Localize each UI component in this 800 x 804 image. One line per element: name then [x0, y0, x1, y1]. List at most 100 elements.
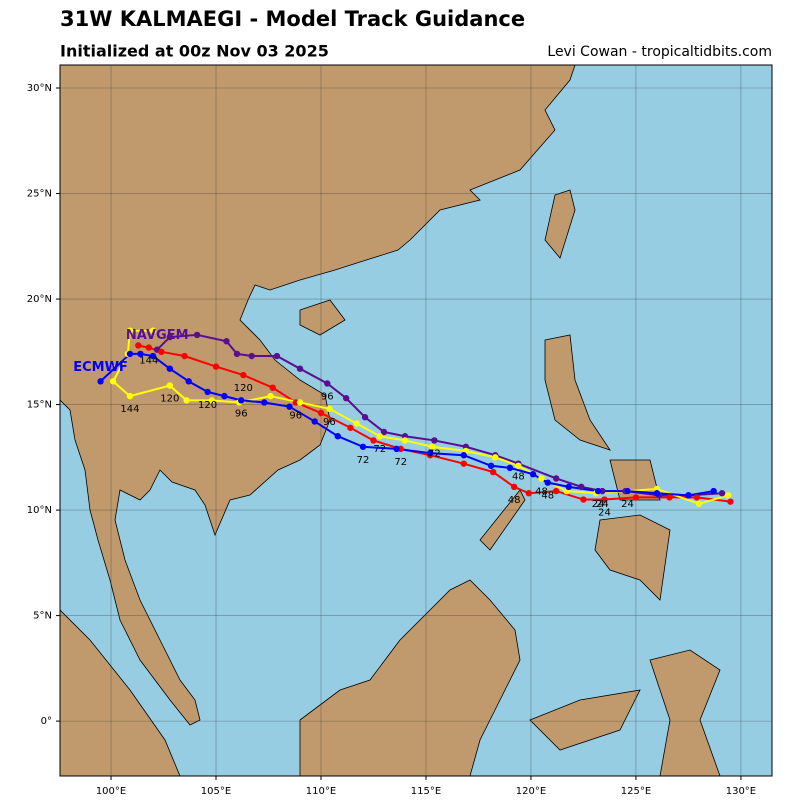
- track-point: [552, 475, 560, 482]
- track-point: [240, 371, 247, 379]
- hour-label: 48: [508, 495, 521, 506]
- track-point: [429, 443, 436, 450]
- track-point: [510, 483, 518, 491]
- hour-label: 24: [598, 508, 611, 519]
- hour-label: 72: [394, 457, 407, 468]
- hour-label: 120: [160, 394, 179, 405]
- track-point: [311, 418, 318, 425]
- hour-label: 96: [323, 417, 336, 428]
- y-tick-label: 5°N: [33, 611, 52, 622]
- hour-label: 96: [321, 391, 334, 402]
- track-point: [326, 405, 333, 412]
- track-point: [492, 454, 499, 461]
- track-point: [149, 327, 157, 334]
- track-point: [238, 397, 245, 404]
- y-tick-label: 0°: [41, 716, 52, 727]
- track-point: [183, 397, 190, 404]
- y-tick-label: 25°N: [27, 189, 52, 200]
- track-point: [97, 378, 104, 385]
- track-point: [185, 378, 192, 385]
- chart-title: 31W KALMAEGI - Model Track Guidance: [60, 7, 525, 31]
- track-point: [710, 487, 717, 495]
- track-point: [261, 399, 268, 406]
- hour-label: 72: [373, 444, 386, 455]
- track-point: [149, 352, 157, 360]
- hour-label: 48: [541, 491, 554, 502]
- track-point: [221, 392, 228, 400]
- track-point: [286, 403, 293, 410]
- hour-label: 72: [357, 455, 370, 466]
- track-point: [515, 462, 522, 469]
- track-point: [552, 487, 560, 495]
- track-point: [578, 483, 585, 491]
- track-point: [223, 338, 230, 345]
- track-point: [401, 437, 409, 444]
- hour-label: 48: [535, 486, 548, 497]
- track-point: [126, 327, 134, 334]
- track-point: [233, 350, 241, 358]
- model-label: NAVGEM: [126, 328, 189, 343]
- track-point: [580, 496, 587, 503]
- track-point: [145, 344, 153, 351]
- track-point: [695, 500, 703, 507]
- track-point: [317, 409, 325, 417]
- track-point: [166, 365, 174, 372]
- hour-label: 96: [289, 410, 302, 421]
- hour-label: 48: [512, 472, 525, 483]
- hour-label: 24: [592, 499, 605, 510]
- track-point: [353, 420, 360, 427]
- track-point: [212, 363, 220, 370]
- track-point: [109, 378, 117, 385]
- track-point: [359, 443, 367, 450]
- track-point: [361, 414, 369, 421]
- track-point: [487, 462, 495, 469]
- hour-label: 24: [596, 499, 609, 510]
- track-point: [248, 352, 255, 360]
- track-point: [126, 350, 134, 358]
- track-point: [342, 395, 350, 402]
- track-point: [158, 348, 165, 356]
- x-tick-label: 130°E: [726, 786, 756, 797]
- track-point: [166, 382, 174, 389]
- track-line: [111, 329, 729, 505]
- x-tick-label: 125°E: [621, 786, 651, 797]
- x-tick-label: 105°E: [201, 786, 231, 797]
- track-point: [324, 380, 331, 387]
- track-point: [126, 392, 134, 400]
- x-tick-label: 120°E: [516, 786, 546, 797]
- track-point: [565, 483, 572, 491]
- x-tick-label: 115°E: [411, 786, 441, 797]
- track-point: [718, 490, 726, 497]
- hour-label: 120: [234, 383, 253, 394]
- model-label: ECMWF: [73, 360, 128, 375]
- track-point: [653, 490, 661, 497]
- track-point: [137, 350, 144, 358]
- track-point: [267, 392, 274, 400]
- track-point: [666, 494, 673, 501]
- track-point: [347, 424, 354, 431]
- y-tick-label: 20°N: [27, 294, 52, 305]
- track-point: [594, 487, 602, 495]
- track-point: [601, 496, 608, 503]
- track-point: [431, 437, 438, 444]
- tracks: 24 48 72 96 NAVGEM 24 48 72 96 120 144 24 48 72 96 120 1…: [73, 327, 734, 519]
- track-point: [727, 498, 734, 505]
- track-point: [725, 492, 732, 499]
- grid: [60, 65, 772, 776]
- track-point: [269, 384, 276, 391]
- track-point: [181, 352, 188, 360]
- track-point: [376, 433, 383, 440]
- land: [60, 65, 721, 776]
- track-point: [538, 475, 545, 482]
- credit: Levi Cowan - tropicaltidbits.com: [547, 44, 772, 60]
- hour-label: 144: [120, 404, 139, 415]
- track-point: [489, 468, 497, 476]
- track-point: [632, 494, 640, 501]
- track-point: [426, 449, 434, 457]
- track-point: [296, 365, 304, 372]
- track-point: [204, 388, 211, 396]
- track-point: [525, 490, 533, 497]
- y-tick-label: 10°N: [27, 505, 52, 516]
- track-point: [460, 460, 467, 467]
